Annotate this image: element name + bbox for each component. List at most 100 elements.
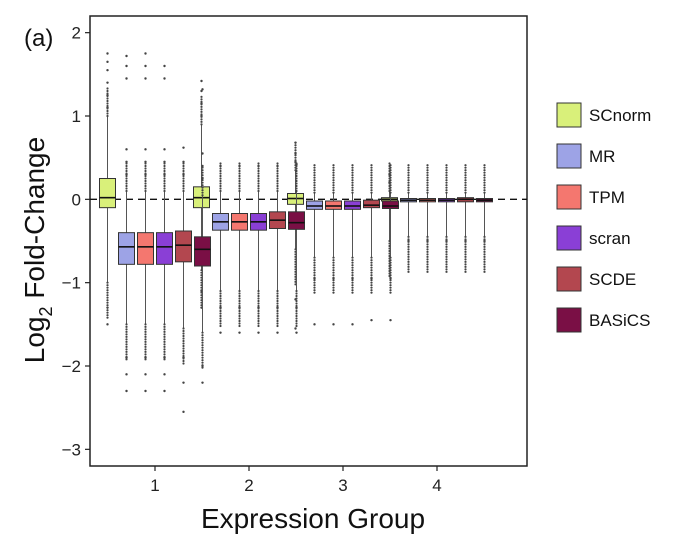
legend-label-mr: MR bbox=[589, 147, 615, 166]
outlier-point bbox=[257, 324, 260, 328]
outlier-point bbox=[389, 289, 392, 292]
outlier-point bbox=[483, 171, 486, 174]
outlier-point bbox=[238, 309, 241, 313]
outlier-point bbox=[295, 292, 298, 295]
outlier-point bbox=[295, 187, 298, 190]
outlier-point bbox=[313, 261, 316, 264]
outlier-point bbox=[313, 281, 316, 284]
outlier-point bbox=[163, 325, 166, 328]
outlier-point bbox=[464, 189, 467, 192]
outlier-point bbox=[351, 286, 354, 289]
outlier-point bbox=[370, 269, 373, 272]
outlier-point bbox=[351, 164, 354, 167]
outlier-point bbox=[464, 250, 467, 253]
outlier-point bbox=[351, 166, 354, 169]
outlier-point bbox=[483, 268, 486, 271]
box-iqr bbox=[288, 211, 305, 230]
outlier-point bbox=[182, 162, 185, 165]
outlier-point bbox=[294, 152, 297, 155]
outlier-point bbox=[182, 359, 185, 363]
outlier-point bbox=[276, 169, 279, 173]
outlier-point bbox=[276, 324, 279, 328]
outlier-point bbox=[219, 289, 222, 293]
outlier-point bbox=[182, 187, 185, 190]
outlier-point bbox=[464, 255, 467, 258]
outlier-point bbox=[351, 271, 354, 274]
outlier-point bbox=[426, 243, 429, 246]
outlier-point bbox=[182, 329, 185, 333]
outlier-point bbox=[464, 191, 467, 194]
outlier-point bbox=[295, 319, 298, 323]
outlier-point bbox=[219, 304, 222, 308]
outlier-point bbox=[125, 179, 128, 183]
outlier-point bbox=[106, 60, 109, 64]
outlier-point bbox=[313, 186, 316, 189]
outlier-point bbox=[295, 174, 298, 178]
outlier-point bbox=[370, 191, 373, 194]
outlier-point bbox=[426, 171, 429, 174]
box-iqr bbox=[175, 230, 192, 263]
outlier-point bbox=[351, 289, 354, 292]
outlier-point bbox=[238, 289, 241, 293]
outlier-point bbox=[182, 381, 185, 384]
outlier-point bbox=[106, 109, 109, 113]
outlier-point bbox=[445, 171, 448, 174]
outlier-point bbox=[445, 164, 448, 167]
outlier-point bbox=[464, 169, 467, 172]
outlier-point bbox=[276, 317, 279, 320]
legend-swatch-basics bbox=[556, 307, 582, 333]
y-tick-label: 1 bbox=[72, 107, 81, 126]
outlier-point bbox=[200, 120, 203, 123]
outlier-point bbox=[163, 389, 166, 393]
outlier-point bbox=[389, 171, 392, 174]
outlier-point bbox=[106, 104, 109, 108]
outlier-point bbox=[257, 169, 260, 173]
outlier-point bbox=[144, 167, 147, 170]
outlier-point bbox=[125, 353, 128, 356]
outlier-point bbox=[219, 331, 222, 334]
box-iqr bbox=[344, 200, 361, 210]
outlier-point bbox=[182, 174, 185, 178]
outlier-point bbox=[294, 154, 297, 157]
outlier-point bbox=[407, 250, 410, 253]
outlier-point bbox=[407, 181, 410, 184]
outlier-point bbox=[389, 179, 392, 182]
outlier-point bbox=[332, 259, 335, 262]
outlier-point bbox=[294, 149, 297, 152]
outlier-point bbox=[238, 324, 241, 328]
outlier-point bbox=[295, 302, 298, 305]
outlier-point bbox=[219, 309, 222, 313]
outlier-point bbox=[313, 274, 316, 277]
outlier-point bbox=[407, 174, 410, 177]
outlier-point bbox=[238, 182, 241, 185]
outlier-point bbox=[125, 333, 128, 336]
outlier-point bbox=[219, 317, 222, 320]
outlier-point bbox=[464, 164, 467, 167]
outlier-point bbox=[388, 162, 391, 165]
x-tick-label: 4 bbox=[432, 476, 441, 495]
outlier-point bbox=[219, 324, 222, 328]
box-mr-group-2 bbox=[212, 162, 229, 334]
outlier-point bbox=[332, 186, 335, 189]
outlier-point bbox=[332, 179, 335, 182]
outlier-point bbox=[144, 162, 147, 165]
outlier-point bbox=[313, 286, 316, 289]
outlier-point bbox=[294, 327, 297, 330]
y-axis-title-rest: Fold-Change bbox=[19, 137, 50, 307]
outlier-point bbox=[351, 266, 354, 269]
outlier-point bbox=[389, 269, 392, 272]
outlier-point bbox=[219, 322, 222, 325]
outlier-point bbox=[445, 268, 448, 271]
outlier-point bbox=[163, 187, 166, 190]
outlier-point bbox=[238, 169, 241, 173]
outlier-point bbox=[464, 186, 467, 189]
outlier-point bbox=[295, 184, 298, 188]
y-tick-label: −2 bbox=[62, 357, 81, 376]
outlier-point bbox=[106, 281, 109, 284]
box-scran-group-3 bbox=[344, 164, 361, 326]
outlier-point bbox=[483, 176, 486, 179]
outlier-point bbox=[219, 297, 222, 300]
plot-panel bbox=[89, 15, 528, 467]
outlier-point bbox=[144, 348, 147, 351]
outlier-point bbox=[295, 294, 298, 298]
